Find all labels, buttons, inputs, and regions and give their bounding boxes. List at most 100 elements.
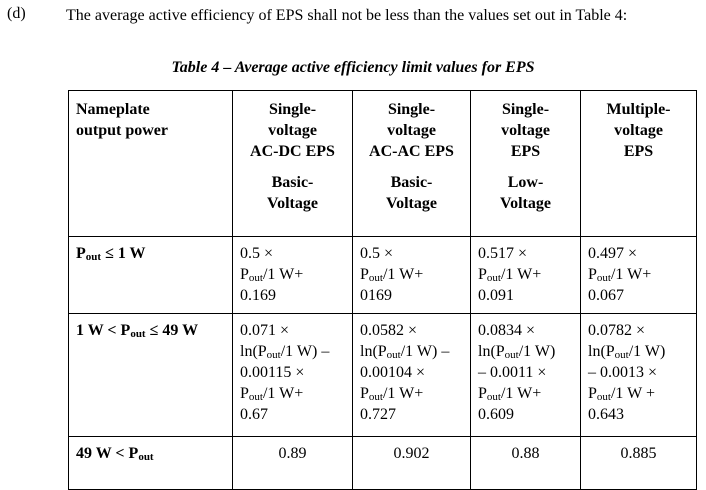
header-line: voltage bbox=[614, 122, 663, 139]
header-line: Basic- bbox=[271, 174, 314, 191]
value-line: 0.497 × bbox=[588, 243, 689, 264]
value-line: 0.727 bbox=[360, 404, 463, 425]
text-segment: P bbox=[240, 385, 249, 402]
spacer bbox=[240, 162, 345, 172]
text-segment: ln(P bbox=[360, 343, 387, 360]
value-line: 0.00104 × bbox=[360, 362, 463, 383]
table-row: 49 W < Pout 0.89 0.902 0.88 0.885 bbox=[68, 436, 697, 490]
row-label: 49 W < Pout bbox=[68, 436, 233, 490]
value-cell: 0.5 × Pout/1 W+ 0169 bbox=[352, 236, 471, 314]
value-line: 0.609 bbox=[478, 404, 573, 425]
value-line: – 0.0013 × bbox=[588, 362, 689, 383]
text-segment: /1 W+ bbox=[382, 266, 424, 283]
text-segment: P bbox=[588, 266, 597, 283]
text-segment: /1 W+ bbox=[500, 385, 542, 402]
text-segment: ≤ 1 W bbox=[101, 245, 146, 262]
table-row: Pout ≤ 1 W 0.5 × Pout/1 W+ 0.169 0.5 × Pout/1… bbox=[68, 236, 697, 314]
text-segment: 0.609 bbox=[478, 406, 514, 423]
text-segment: 0.00104 × bbox=[360, 364, 426, 381]
text-segment: /1 W) bbox=[518, 343, 556, 360]
paragraph: The average active efficiency of EPS sha… bbox=[66, 7, 628, 24]
value-line: 0.00115 × bbox=[240, 362, 345, 383]
text-segment: 0.727 bbox=[360, 406, 396, 423]
value-line: 0.0782 × bbox=[588, 320, 689, 341]
value-line: Pout/1 W+ bbox=[240, 264, 345, 285]
value-cell: 0.5 × Pout/1 W+ 0.169 bbox=[232, 236, 353, 314]
text-segment: 0.071 × bbox=[240, 322, 290, 339]
text-segment: 0.00115 × bbox=[240, 364, 305, 381]
value-cell: 0.88 bbox=[470, 436, 581, 490]
value-line: ln(Pout/1 W) – bbox=[360, 341, 463, 362]
subscript: out bbox=[138, 451, 154, 463]
row-label: 1 W < Pout ≤ 49 W bbox=[68, 313, 233, 437]
value-line: ln(Pout/1 W) bbox=[588, 341, 689, 362]
table-caption: Table 4 – Average active efficiency limi… bbox=[171, 59, 535, 76]
subscript: out bbox=[248, 272, 263, 284]
text-segment: /1 W+ bbox=[610, 266, 652, 283]
text-segment: ln(P bbox=[588, 343, 615, 360]
header-line: AC-AC EPS bbox=[369, 143, 454, 160]
subscript: out bbox=[614, 349, 629, 361]
efficiency-table: Nameplate output power Single-voltage AC-DC… bbox=[68, 90, 697, 490]
text-segment: ln(P bbox=[478, 343, 505, 360]
header-line: EPS bbox=[623, 143, 654, 160]
header-line: Low- bbox=[507, 174, 544, 191]
text-segment: 0.169 bbox=[240, 287, 276, 304]
text-segment: /1 W) bbox=[628, 343, 666, 360]
text-segment: 0.497 × bbox=[588, 245, 638, 262]
subscript: out bbox=[130, 328, 146, 340]
value-line: 0.5 × bbox=[240, 243, 345, 264]
text-segment: 0.643 bbox=[588, 406, 624, 423]
text-segment: P bbox=[588, 385, 597, 402]
row-label-text: 1 W < Pout ≤ 49 W bbox=[76, 320, 225, 341]
text-segment: 1 W < P bbox=[76, 322, 131, 339]
value-line: Pout/1 W+ bbox=[588, 264, 689, 285]
value-line: 0.067 bbox=[588, 285, 689, 306]
subscript: out bbox=[386, 349, 401, 361]
text-segment: /1 W) – bbox=[280, 343, 330, 360]
value-line: 0.885 bbox=[588, 443, 689, 464]
value-cell: 0.89 bbox=[232, 436, 353, 490]
value-line: 0.071 × bbox=[240, 320, 345, 341]
value-line: 0.091 bbox=[478, 285, 573, 306]
value-line: Pout/1 W+ bbox=[240, 383, 345, 404]
value-line: 0.88 bbox=[478, 443, 573, 464]
header-line: Basic- bbox=[390, 174, 433, 191]
row-label: Pout ≤ 1 W bbox=[68, 236, 233, 314]
header-row: Nameplate output power Single-voltage AC-DC… bbox=[68, 90, 697, 237]
value-cell: 0.517 × Pout/1 W+ 0.091 bbox=[470, 236, 581, 314]
subscript: out bbox=[266, 349, 281, 361]
text-segment: – 0.0011 × bbox=[478, 364, 547, 381]
value-line: 0.89 bbox=[240, 443, 345, 464]
header-line: Voltage bbox=[500, 195, 551, 212]
value-line: Pout/1 W+ bbox=[478, 264, 573, 285]
header-line: AC-DC EPS bbox=[250, 143, 335, 160]
value-line: Pout/1 W + bbox=[588, 383, 689, 404]
header-cell: Single-voltage AC-AC EPS Basic- Voltage bbox=[352, 90, 471, 237]
header-line: Multiple- bbox=[606, 101, 671, 118]
text-segment: 0169 bbox=[360, 287, 392, 304]
value-cell: 0.0582 × ln(Pout/1 W) – 0.00104 × Pout/1 W+… bbox=[352, 313, 471, 437]
value-line: ln(Pout/1 W) bbox=[478, 341, 573, 362]
header-line: voltage bbox=[501, 122, 550, 139]
text-segment: 0.5 × bbox=[360, 245, 394, 262]
header-cell: Multiple-voltage EPS bbox=[580, 90, 697, 237]
value-line: Pout/1 W+ bbox=[360, 383, 463, 404]
header-line: voltage bbox=[268, 122, 317, 139]
table-row: 1 W < Pout ≤ 49 W 0.071 × ln(Pout/1 W) –0.… bbox=[68, 313, 697, 437]
value-line: 0169 bbox=[360, 285, 463, 306]
text-segment: /1 W+ bbox=[500, 266, 542, 283]
value-line: Pout/1 W+ bbox=[478, 383, 573, 404]
text-segment: 0.091 bbox=[478, 287, 514, 304]
header-line: Nameplate bbox=[76, 101, 150, 118]
text-segment: ln(P bbox=[240, 343, 267, 360]
header-line: Voltage bbox=[386, 195, 437, 212]
text-segment: P bbox=[360, 385, 369, 402]
value-line: ln(Pout/1 W) – bbox=[240, 341, 345, 362]
value-line: – 0.0011 × bbox=[478, 362, 573, 383]
row-label-text: 49 W < Pout bbox=[76, 443, 225, 464]
header-line: Voltage bbox=[267, 195, 318, 212]
text-segment: 0.0582 × bbox=[360, 322, 418, 339]
text-segment: 0.517 × bbox=[478, 245, 528, 262]
text-segment: 0.89 bbox=[278, 445, 307, 462]
